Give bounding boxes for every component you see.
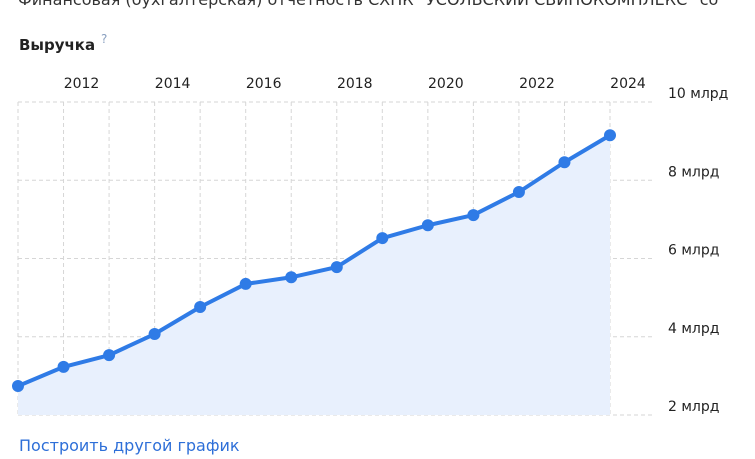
chart-title: Выручка <box>19 36 96 54</box>
x-tick-label: 2012 <box>64 76 100 92</box>
y-tick-label: 6 млрд <box>668 243 719 259</box>
point <box>421 219 434 232</box>
point <box>194 301 207 314</box>
point <box>558 156 571 169</box>
point <box>285 271 298 284</box>
page-heading: Финансовая (бухгалтерская) отчетность СХ… <box>18 0 718 9</box>
x-tick-label: 2020 <box>428 76 464 92</box>
point <box>512 185 525 198</box>
chart: 2 млрд 4 млрд 6 млрд 8 млрд 10 млрд 2012 2014 2… <box>12 76 728 416</box>
y-tick-label: 10 млрд <box>668 86 728 102</box>
area <box>18 135 610 415</box>
x-tick-label: 2018 <box>337 76 373 92</box>
point <box>12 380 24 393</box>
point <box>239 277 252 290</box>
y-tick-label: 2 млрд <box>668 399 719 415</box>
y-tick-label: 4 млрд <box>668 321 719 337</box>
x-tick-label: 2024 <box>610 76 646 92</box>
point <box>376 232 389 245</box>
point <box>604 129 616 142</box>
x-tick-label: 2016 <box>246 76 282 92</box>
point <box>467 209 480 222</box>
line <box>17 133 612 388</box>
point <box>103 349 116 362</box>
point <box>330 261 343 274</box>
point <box>57 360 70 373</box>
x-tick-label: 2022 <box>519 76 555 92</box>
point <box>148 328 161 341</box>
help-icon[interactable]: ? <box>101 32 108 46</box>
other-chart-link[interactable]: Построить другой график <box>19 436 240 455</box>
y-tick-label: 8 млрд <box>668 164 719 180</box>
x-tick-label: 2014 <box>155 76 191 92</box>
